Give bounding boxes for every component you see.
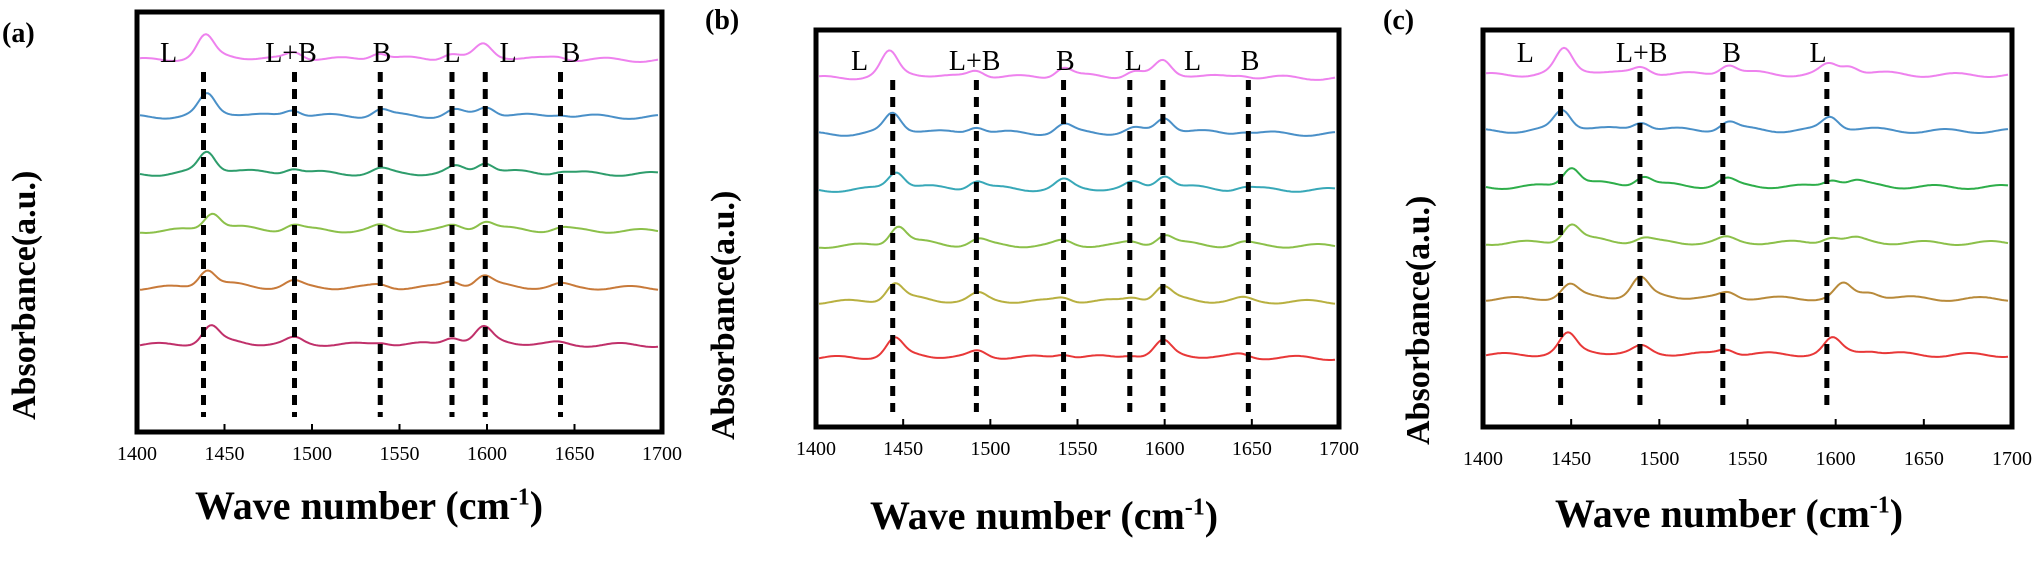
band-label: B (562, 38, 581, 69)
spectrum-line (139, 92, 659, 120)
x-tick-label: 1700 (1992, 448, 2032, 470)
band-label: L+B (265, 38, 317, 69)
x-tick-label: 1650 (1904, 448, 1944, 470)
x-axis-label: Wave number (cm-1) (1555, 490, 1903, 537)
x-tick-label: 1500 (970, 438, 1010, 460)
spectrum-line (139, 212, 659, 235)
spectrum-line (1485, 167, 2009, 191)
x-axis-label-sup: -1 (1184, 494, 1205, 521)
x-tick-label: 1700 (642, 443, 682, 465)
x-axis-label-text: Wave number (cm (1555, 491, 1870, 536)
spectrum-line (139, 324, 659, 348)
band-label: L (851, 46, 868, 77)
x-axis-label: Wave number (cm-1) (870, 492, 1218, 539)
band-label: L (1125, 46, 1142, 77)
band-label: L (1809, 38, 1826, 69)
x-tick-label: 1650 (1232, 438, 1272, 460)
x-axis-label-close: ) (1889, 491, 1904, 536)
x-axis-label-text: Wave number (cm (195, 483, 510, 528)
panel-label: (a) (2, 18, 35, 49)
spectrum-line (1485, 223, 2009, 247)
band-label: L (1517, 38, 1534, 69)
x-tick-label: 1450 (883, 438, 923, 460)
panel-label: (c) (1383, 5, 1415, 36)
band-label: B (1241, 46, 1260, 77)
x-tick-label: 1600 (1816, 448, 1856, 470)
band-label: L (1184, 46, 1201, 77)
x-tick-label: 1500 (1639, 448, 1679, 470)
band-label: L+B (949, 46, 1001, 77)
x-tick-label: 1600 (1145, 438, 1185, 460)
spectrum-line (1485, 108, 2009, 134)
x-tick-label: 1450 (1551, 448, 1591, 470)
x-tick-label: 1500 (292, 443, 332, 465)
x-axis-label-close: ) (529, 483, 544, 528)
x-tick-label: 1600 (467, 443, 507, 465)
x-tick-label: 1550 (1728, 448, 1768, 470)
x-tick-label: 1400 (117, 443, 157, 465)
x-tick-label: 1650 (555, 443, 595, 465)
spectrum-line (139, 33, 659, 64)
spectrum-line (1485, 46, 2009, 78)
spectrum-line (139, 150, 659, 177)
band-label: L (499, 38, 516, 69)
band-label: L+B (1616, 38, 1668, 69)
band-label: B (1056, 46, 1075, 77)
spectrum-line (139, 269, 659, 291)
x-tick-label: 1550 (380, 443, 420, 465)
x-axis-label-text: Wave number (cm (870, 493, 1185, 538)
spectrum-line (1485, 331, 2009, 358)
x-tick-label: 1450 (205, 443, 245, 465)
spectrum-line (1485, 275, 2009, 302)
x-tick-label: 1400 (1463, 448, 1503, 470)
x-axis-label-sup: -1 (509, 484, 530, 511)
band-label: B (373, 38, 392, 69)
band-label: L (443, 38, 460, 69)
band-label: B (1722, 38, 1741, 69)
x-axis-label-close: ) (1204, 493, 1219, 538)
spectrum-line (818, 282, 1336, 305)
chart-svg: 1400 1450 1500 1550 1600 1650 1700 L L+B B L L B (796, 27, 1359, 460)
x-tick-label: 1550 (1058, 438, 1098, 460)
panel-label: (b) (705, 5, 740, 36)
x-tick-label: 1400 (796, 438, 836, 460)
x-axis-label-sup: -1 (1869, 492, 1890, 519)
x-tick-label: 1700 (1319, 438, 1359, 460)
spectrum-line (818, 49, 1336, 81)
x-axis-label: Wave number (cm-1) (195, 482, 543, 529)
chart-svg: 1400 1450 1500 1550 1600 1650 1700 L L+B B L L B (117, 9, 682, 465)
band-label: L (160, 38, 177, 69)
